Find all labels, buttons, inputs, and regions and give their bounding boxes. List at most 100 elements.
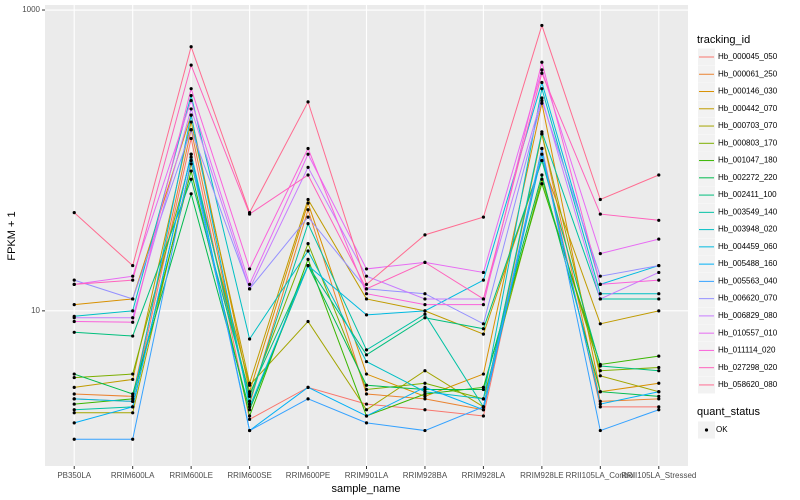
data-point <box>131 399 135 404</box>
data-point <box>657 390 661 394</box>
data-point <box>423 394 427 398</box>
data-point <box>306 201 310 205</box>
data-point <box>598 428 602 433</box>
legend-label: Hb_000045_050 <box>718 52 778 61</box>
data-point <box>598 374 602 378</box>
data-point <box>598 399 602 404</box>
x-axis-title: sample_name <box>331 483 400 495</box>
data-point <box>657 365 661 370</box>
data-point <box>364 292 369 296</box>
data-point <box>364 414 369 418</box>
data-point <box>364 287 369 291</box>
data-point <box>306 263 310 268</box>
data-point <box>247 390 252 394</box>
data-point <box>72 282 76 286</box>
data-point <box>481 297 486 301</box>
data-point <box>657 297 661 301</box>
data-point <box>189 162 193 166</box>
data-point <box>423 392 427 396</box>
y-tick-label: 10 <box>31 306 40 315</box>
legend-label: Hb_006620_070 <box>718 294 778 303</box>
data-point <box>598 282 602 286</box>
data-point <box>657 218 661 222</box>
data-point <box>423 316 427 320</box>
data-point <box>364 372 369 376</box>
data-point <box>657 405 661 409</box>
data-point <box>423 408 427 412</box>
data-point <box>540 101 544 105</box>
legend-label: Hb_000061_250 <box>718 69 778 78</box>
data-point <box>364 383 369 387</box>
data-point <box>247 392 252 396</box>
data-point <box>364 297 369 301</box>
data-point <box>189 63 193 67</box>
data-point <box>481 405 486 409</box>
data-point <box>598 390 602 394</box>
legend-label: Hb_004459_060 <box>718 242 778 251</box>
data-point <box>481 270 486 275</box>
data-point <box>540 146 544 151</box>
data-point <box>481 215 486 219</box>
y-axis-title: FPKM + 1 <box>6 211 18 260</box>
data-point <box>540 177 544 181</box>
data-point <box>540 152 544 156</box>
data-point <box>189 98 193 103</box>
data-point <box>72 278 76 282</box>
data-point <box>189 192 193 196</box>
data-point <box>423 381 427 385</box>
legend-label: Hb_000703_070 <box>718 121 778 130</box>
data-point <box>423 297 427 301</box>
data-point <box>247 405 252 409</box>
data-point <box>481 327 486 331</box>
data-point <box>481 322 486 326</box>
data-point <box>189 120 193 124</box>
data-point <box>131 320 135 324</box>
data-point <box>72 319 76 324</box>
legend-label: Hb_000803_170 <box>718 138 778 147</box>
data-point <box>657 309 661 313</box>
data-point <box>247 267 252 271</box>
data-point <box>306 222 310 226</box>
data-point <box>306 241 310 246</box>
data-point <box>306 257 310 261</box>
data-point <box>72 210 76 215</box>
data-point <box>364 348 369 352</box>
data-point <box>540 87 544 91</box>
data-point <box>72 408 76 412</box>
data-point <box>189 158 193 163</box>
legend-label: Hb_011114_020 <box>718 346 776 355</box>
data-point <box>247 402 252 406</box>
data-point <box>598 369 602 373</box>
data-point <box>598 322 602 326</box>
data-point <box>364 267 369 271</box>
data-point <box>72 303 76 307</box>
data-point <box>306 215 310 219</box>
data-point <box>131 377 135 382</box>
data-point <box>131 392 135 396</box>
data-point <box>364 274 369 278</box>
data-point <box>598 274 602 278</box>
data-point <box>481 408 486 412</box>
legend-point <box>704 428 709 432</box>
data-point <box>72 402 76 406</box>
x-tick-label: RRIM600LE <box>169 471 213 480</box>
data-point <box>247 287 252 291</box>
data-point <box>540 98 544 103</box>
data-point <box>306 173 310 177</box>
y-tick-label: 1000 <box>22 5 40 14</box>
data-point <box>189 93 193 98</box>
legend-title: tracking_id <box>697 34 750 46</box>
data-point <box>189 177 193 181</box>
data-point <box>247 417 252 421</box>
data-point <box>423 397 427 401</box>
data-point <box>131 394 135 398</box>
data-point <box>247 383 252 387</box>
data-point <box>481 332 486 336</box>
data-point <box>306 165 310 169</box>
data-point <box>247 394 252 398</box>
legend-label: Hb_003549_140 <box>718 207 778 216</box>
legend-label: Hb_003948_020 <box>718 225 778 234</box>
data-point <box>364 408 369 412</box>
data-point <box>364 313 369 317</box>
data-point <box>72 330 76 334</box>
